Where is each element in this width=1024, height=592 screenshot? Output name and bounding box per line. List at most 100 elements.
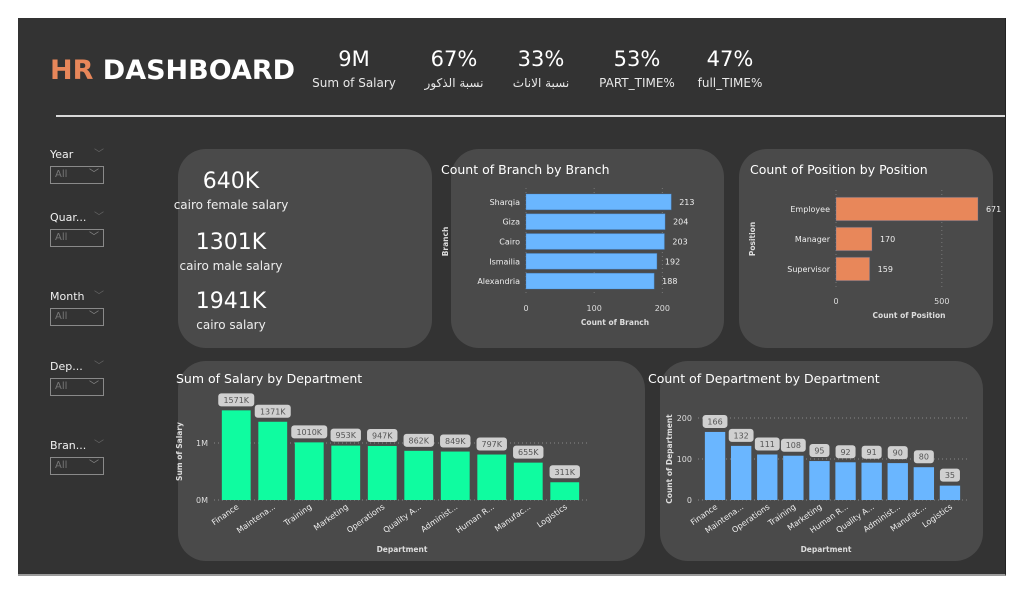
cairo-male-salary: 1301K cairo male salary (151, 230, 311, 273)
data-label-box (218, 393, 255, 407)
data-label: 947K (372, 431, 393, 440)
category-label: Giza (502, 218, 520, 227)
bar-finance (221, 410, 251, 500)
chart-title: Count of Department by Department (648, 371, 880, 386)
chevron-down-icon: ﹀ (89, 169, 99, 180)
kpi-part-time: 53% PART_TIME% (599, 46, 675, 90)
y-tick-label: 200 (677, 414, 692, 423)
dashboard-title: HR DASHBOARD (50, 55, 295, 86)
slicer-dropdown[interactable]: All ﹀ (50, 308, 104, 326)
y-tick-label: 1M (196, 439, 208, 448)
chevron-down-icon[interactable]: ﹀ (94, 291, 104, 302)
chart-title: Sum of Salary by Department (176, 371, 363, 386)
chevron-down-icon[interactable]: ﹀ (94, 149, 104, 160)
data-label: 1571K (223, 396, 249, 405)
bar-operations (757, 454, 778, 500)
data-label-box (513, 445, 544, 459)
category-label: Operations (345, 502, 386, 535)
kpi-label: Sum of Salary (312, 76, 396, 90)
bar-maintena (258, 421, 288, 500)
data-label: 671 (986, 205, 1001, 214)
data-label: 849K (445, 437, 466, 446)
data-label-box (754, 437, 780, 451)
kpi-female-ratio: 33% نسبة الاناث (513, 46, 569, 90)
data-label: 862K (408, 436, 429, 445)
slicer-value: All (55, 381, 68, 392)
data-label: 192 (665, 257, 680, 266)
x-axis-title: Count of Position (873, 311, 946, 320)
header-divider (56, 115, 1005, 117)
slicer-department: Dep... ﹀ All ﹀ (50, 360, 108, 396)
bar-logistics (939, 485, 961, 500)
dashboard-canvas: HR DASHBOARD 9M Sum of Salary 67% نسبة ا… (18, 18, 1006, 576)
x-tick-label: 200 (655, 304, 670, 313)
data-label-box (939, 468, 960, 482)
chevron-down-icon: ﹀ (89, 311, 99, 322)
chevron-down-icon: ﹀ (89, 232, 99, 243)
branch-chart-card: Count of Branch by Branch 0 100 200 Sharqia… (441, 149, 724, 348)
x-tick-label: 500 (934, 297, 949, 306)
data-label: 111 (760, 440, 775, 449)
chart-title: Count of Position by Position (750, 162, 928, 177)
bar-qualitya (861, 462, 882, 500)
data-label: 1010K (296, 428, 322, 437)
cairo-salary-card: 640K cairo female salary 1301K cairo mal… (174, 149, 432, 348)
kpi-label: نسبة الذكور (424, 76, 484, 90)
bar-administ (440, 451, 470, 500)
category-label: Quality A... (382, 502, 423, 535)
kpi-value: 67% (430, 47, 478, 71)
kpi-label: PART_TIME% (599, 76, 675, 90)
title-rest: DASHBOARD (102, 55, 296, 86)
chevron-down-icon: ﹀ (89, 460, 99, 471)
slicer-dropdown[interactable]: All ﹀ (50, 457, 104, 475)
y-axis-title: Branch (441, 227, 450, 257)
salary-bar-chart: 0M 1M 1571K Finance 1371K Maintena... 1010K Tra… (175, 393, 589, 554)
slicer-dropdown[interactable]: All ﹀ (50, 229, 104, 247)
category-label: Supervisor (787, 265, 830, 274)
category-label: Administ... (419, 502, 459, 534)
bar-marketing (809, 461, 830, 500)
slicer-branch: Bran... ﹀ All ﹀ (50, 439, 108, 475)
data-label: 92 (840, 448, 850, 457)
slicer-label: Month (50, 290, 85, 303)
data-label-box (254, 404, 291, 418)
slicer-dropdown[interactable]: All ﹀ (50, 166, 104, 184)
y-axis-title: Count of Department (665, 414, 674, 504)
category-label: Maintena... (235, 502, 277, 535)
bar-alexandria (525, 272, 655, 290)
kpi-label: نسبة الاناث (512, 76, 570, 90)
data-label-box (835, 445, 856, 459)
data-label: 797K (481, 440, 502, 449)
kpi-label: cairo salary (196, 318, 266, 332)
category-label: Employee (790, 205, 830, 214)
chevron-down-icon: ﹀ (89, 381, 99, 392)
bar-cairo (525, 233, 665, 250)
y-tick-label: 0M (196, 496, 208, 505)
bar-employee (835, 196, 979, 222)
x-axis-title: Department (377, 545, 428, 554)
category-label: Sharqia (490, 198, 521, 207)
data-label: 80 (919, 453, 929, 462)
bar-supervisor (835, 256, 871, 282)
data-label-box (702, 414, 728, 428)
y-axis-title: Sum of Salary (175, 422, 184, 481)
kpi-value: 1941K (195, 289, 267, 314)
bar-qualitya (404, 450, 434, 500)
data-label-box (440, 434, 471, 448)
bar-operations (367, 445, 397, 500)
data-label: 953K (335, 431, 356, 440)
bar-logistics (550, 482, 580, 500)
chevron-down-icon[interactable]: ﹀ (94, 212, 104, 223)
chevron-down-icon[interactable]: ﹀ (94, 440, 104, 451)
bar-manufac (913, 467, 935, 500)
kpi-male-ratio: 67% نسبة الذكور (425, 46, 484, 90)
slicer-value: All (55, 460, 68, 471)
slicer-value: All (55, 311, 68, 322)
y-axis-title: Position (748, 222, 757, 256)
slicer-dropdown[interactable]: All ﹀ (50, 378, 104, 396)
bar-training (783, 455, 804, 500)
category-label: Human R... (454, 502, 495, 535)
chevron-down-icon[interactable]: ﹀ (94, 361, 104, 372)
title-accent: HR (50, 55, 94, 86)
x-tick-label: 100 (587, 304, 602, 313)
